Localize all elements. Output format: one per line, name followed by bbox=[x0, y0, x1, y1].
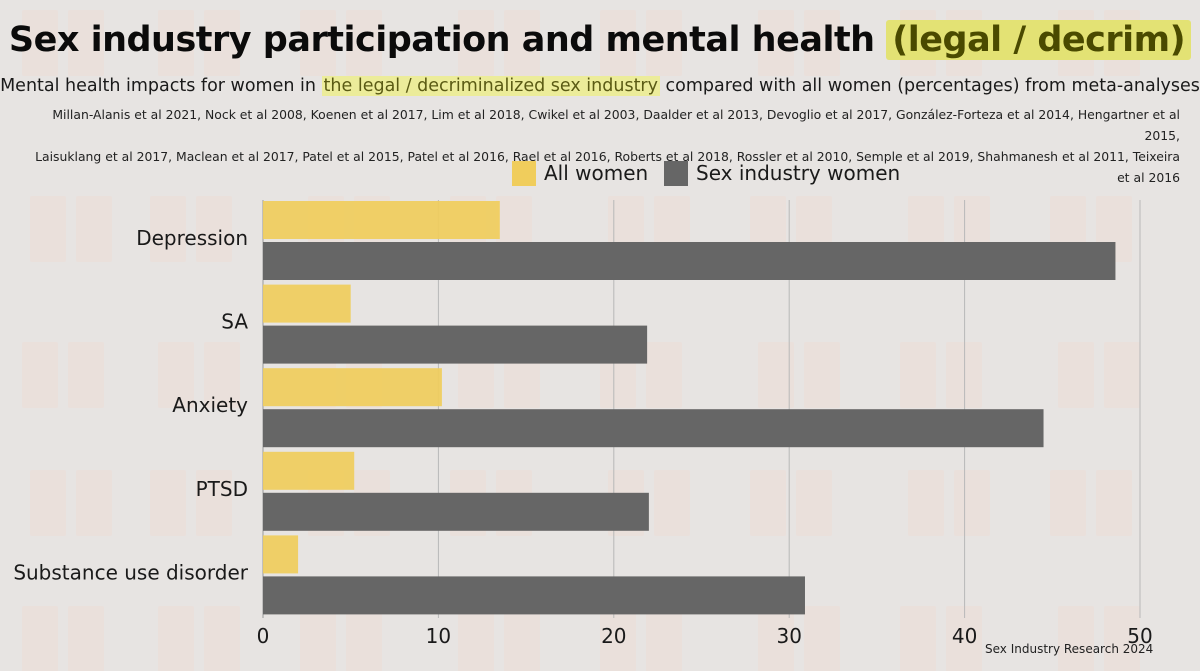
category-label: SA bbox=[221, 310, 248, 334]
bar-sex-industry-women-depression bbox=[263, 242, 1116, 280]
category-label: Substance use disorder bbox=[13, 560, 248, 584]
chart-subtitle: Mental health impacts for women in the l… bbox=[0, 76, 1200, 96]
chart-title: Sex industry participation and mental he… bbox=[0, 20, 1200, 60]
legend-swatch-sex-industry-women bbox=[664, 161, 688, 186]
bar-sex-industry-women-ptsd bbox=[263, 492, 649, 531]
bar-all-women-ptsd bbox=[263, 451, 355, 490]
category-label: Anxiety bbox=[172, 393, 248, 417]
bar-sex-industry-women-anxiety bbox=[263, 409, 1044, 448]
references: Millan-Alanis et al 2021, Nock et al 200… bbox=[30, 104, 1180, 188]
references-line-1: Millan-Alanis et al 2021, Nock et al 200… bbox=[52, 107, 1180, 143]
legend-swatch-all-women bbox=[512, 161, 536, 186]
category-label: Depression bbox=[136, 226, 248, 250]
category-labels: Depression SA Anxiety PTSD Substance use dis… bbox=[13, 226, 248, 584]
x-tick-label: 10 bbox=[426, 624, 451, 648]
subtitle-after: compared with all women (percentages) fr… bbox=[659, 76, 1200, 96]
references-line-2: Laisuklang et al 2017, Maclean et al 201… bbox=[35, 149, 1180, 185]
bar-all-women-sa bbox=[263, 284, 351, 323]
bars bbox=[263, 201, 1116, 615]
subtitle-before: Mental health impacts for women in bbox=[0, 76, 322, 96]
bar-sex-industry-women-substance-use-disorder bbox=[263, 576, 805, 615]
x-tick-label: 30 bbox=[776, 624, 801, 648]
x-tick-label: 20 bbox=[601, 624, 626, 648]
bar-all-women-depression bbox=[263, 201, 500, 239]
x-tick-label: 50 bbox=[1127, 624, 1152, 648]
credit-text: Sex Industry Research 2024 bbox=[985, 642, 1154, 656]
x-tick-label: 40 bbox=[952, 624, 977, 648]
legend: All women Sex industry women bbox=[512, 161, 900, 186]
bar-sex-industry-women-sa bbox=[263, 325, 648, 364]
bar-all-women-anxiety bbox=[263, 368, 442, 407]
bar-all-women-substance-use-disorder bbox=[263, 535, 299, 574]
legend-label-all-women: All women bbox=[544, 161, 648, 185]
category-label: PTSD bbox=[196, 477, 248, 501]
x-tick-labels: 0 10 20 30 40 50 bbox=[257, 624, 1153, 648]
subtitle-highlight: the legal / decriminalized sex industry bbox=[321, 76, 660, 96]
title-main: Sex industry participation and mental he… bbox=[8, 20, 875, 60]
x-tick-label: 0 bbox=[257, 624, 270, 648]
title-highlight: (legal / decrim) bbox=[886, 20, 1192, 60]
legend-label-sex-industry-women: Sex industry women bbox=[696, 161, 900, 185]
